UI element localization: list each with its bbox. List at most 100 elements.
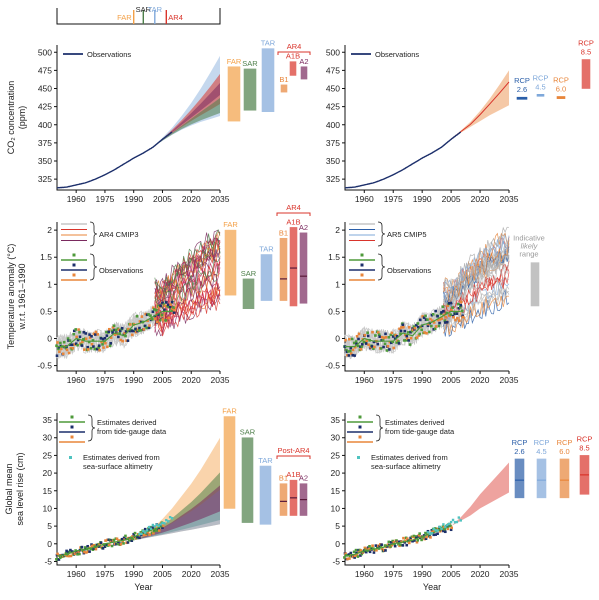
observation-point [111, 331, 114, 334]
altimetry-point [453, 521, 457, 524]
range-bar-label: 6.0 [559, 447, 569, 456]
observation-point [117, 335, 120, 339]
observation-point [459, 304, 463, 307]
observation-point [104, 341, 107, 345]
tide-gauge-smoothed-line [344, 525, 452, 557]
tide-gauge-point [117, 539, 121, 542]
observation-point [81, 340, 84, 344]
y-tick-label: 0 [335, 333, 340, 343]
observation-point [379, 347, 383, 350]
tide-gauge-point [420, 538, 423, 542]
tide-gauge-point [157, 529, 161, 532]
x-tick-label: 1990 [124, 194, 143, 204]
tide-gauge-point [413, 539, 416, 542]
observation-point [84, 337, 88, 341]
tide-gauge-point [353, 556, 356, 559]
observation-point [434, 325, 438, 328]
y-tick-label: 1.5 [40, 252, 52, 262]
x-tick-label: 2020 [471, 569, 490, 579]
observation-point [136, 329, 139, 333]
observation-point [359, 347, 363, 351]
observation-point [454, 318, 457, 322]
range-bar-label: Indicative [513, 234, 545, 243]
observation-point [168, 305, 172, 308]
y-tick-label: 2 [335, 225, 340, 235]
x-tick-label: 1960 [67, 194, 86, 204]
observation-point [65, 348, 69, 352]
x-tick-label: 1975 [95, 194, 114, 204]
altimetry-point [144, 531, 147, 534]
observation-point [398, 327, 401, 331]
tide-gauge-point [151, 526, 155, 529]
altimetry-point [165, 518, 168, 522]
model-run-projection [443, 257, 510, 311]
x-tick-label: 1960 [355, 194, 374, 204]
tide-gauge-point [119, 543, 123, 546]
observation-point [347, 350, 350, 353]
y-axis-title: w.r.t. 1961–1990 [17, 263, 27, 330]
range-bar-label: SAR [242, 59, 258, 68]
range-bar-label: 2.6 [514, 447, 524, 456]
y-tick-label: 475 [38, 65, 52, 75]
range-bar-label: range [519, 250, 538, 259]
tide-gauge-point [344, 552, 347, 556]
x-tick-label: 1975 [384, 194, 403, 204]
tide-gauge-point [356, 555, 360, 558]
observation-point [109, 341, 112, 345]
observation-point [407, 326, 411, 329]
tide-gauge-point [125, 541, 128, 545]
timeline-label: AR4 [168, 13, 183, 22]
legend-swatch-point [358, 415, 362, 419]
tide-gauge-point [154, 528, 158, 532]
x-tick-label: 2005 [153, 194, 172, 204]
projection-band [133, 485, 220, 541]
x-tick-label: 2020 [182, 569, 201, 579]
observation-point [122, 333, 126, 336]
tide-gauge-point [108, 543, 111, 547]
observation-point [169, 303, 172, 306]
legend-swatch-point [360, 273, 364, 277]
observation-point [352, 341, 356, 345]
observation-point [163, 308, 166, 312]
legend-text: from tide-gauge data [385, 427, 455, 436]
tide-gauge-point [152, 529, 156, 533]
tide-gauge-point [442, 529, 445, 533]
range-bar [227, 66, 241, 122]
tide-gauge-point [130, 539, 134, 543]
x-tick-label: 1975 [95, 375, 114, 385]
tide-gauge-point [390, 540, 393, 544]
tide-gauge-point [94, 547, 98, 551]
tide-gauge-point [359, 554, 362, 557]
tide-gauge-point [112, 538, 116, 542]
observation-point [353, 345, 357, 349]
y-tick-label: 10 [331, 503, 341, 513]
altimetry-point [163, 522, 166, 525]
tide-gauge-point [143, 527, 147, 531]
altimetry-point [428, 532, 432, 535]
range-bar-label: RCP [577, 434, 593, 443]
model-run-projection [443, 242, 510, 303]
x-tick-label: 2035 [211, 194, 230, 204]
observation-point [431, 319, 434, 322]
observation-point [93, 347, 97, 351]
tide-gauge-point [414, 535, 418, 538]
tide-gauge-point [378, 544, 382, 548]
tide-gauge-point [83, 550, 86, 554]
tide-gauge-point [396, 540, 399, 544]
observation-point [439, 312, 443, 316]
tide-gauge-point [417, 534, 421, 537]
observation-point [55, 344, 58, 348]
observation-point [126, 339, 130, 342]
observation-point [71, 343, 74, 347]
observation-point [403, 339, 406, 342]
tide-gauge-point [412, 534, 416, 538]
observation-point [345, 350, 349, 354]
legend-swatch-point [358, 425, 362, 429]
observation-point [84, 332, 88, 335]
range-bar-label: RCP [533, 73, 549, 82]
observation-point [426, 324, 430, 328]
tide-gauge-point [347, 553, 351, 556]
tide-gauge-point [386, 543, 390, 547]
y-tick-label: 1 [335, 279, 340, 289]
tide-gauge-point [447, 524, 451, 527]
